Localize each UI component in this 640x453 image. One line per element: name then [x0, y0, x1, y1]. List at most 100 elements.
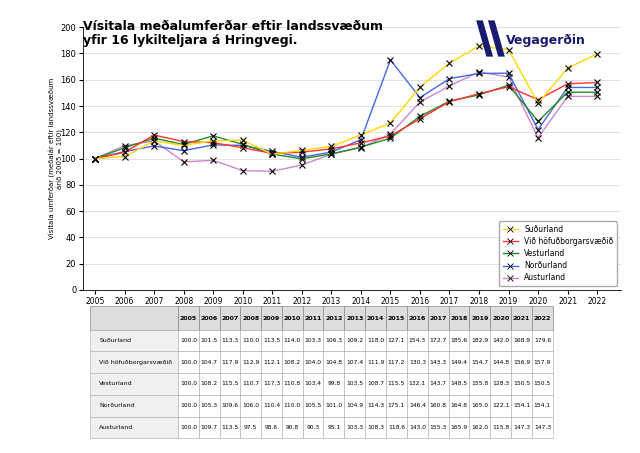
Austurland	[445, 83, 453, 89]
Vesturland	[593, 90, 601, 95]
Norðurland	[150, 143, 158, 149]
Við höfuðborgarsvæðið	[445, 99, 453, 104]
Norðurland	[475, 71, 483, 76]
Suðurland	[239, 137, 246, 143]
Norðurland	[593, 85, 601, 90]
Suðurland	[328, 144, 335, 149]
Suðurland	[209, 138, 217, 144]
Norðurland	[91, 156, 99, 161]
Text: Vísitala meðalumferðar eftir landssvæðum: Vísitala meðalumferðar eftir landssvæðum	[83, 20, 383, 34]
Suðurland	[445, 60, 453, 66]
Austurland	[91, 156, 99, 161]
Norðurland	[239, 143, 246, 148]
Norðurland	[505, 70, 513, 76]
Suðurland	[387, 120, 394, 125]
Vesturland	[357, 145, 365, 150]
Austurland	[298, 162, 306, 168]
Austurland	[534, 135, 542, 140]
Við höfuðborgarsvæðið	[239, 145, 246, 150]
Legend: Suðurland, Við höfuðborgarsvæðið, Vesturland, Norðurland, Austurland: Suðurland, Við höfuðborgarsvæðið, Vestur…	[499, 221, 617, 286]
Austurland	[150, 138, 158, 144]
Norðurland	[564, 85, 572, 90]
Austurland	[239, 168, 246, 173]
Norðurland	[357, 137, 365, 143]
Vesturland	[298, 156, 306, 162]
Y-axis label: Vísitala umferðar (meðalár eftir landssvæðum
áríð 2005 = 100): Vísitala umferðar (meðalár eftir landssv…	[49, 78, 64, 239]
Norðurland	[445, 76, 453, 82]
Vesturland	[121, 145, 129, 150]
Austurland	[416, 99, 424, 105]
Text: yfir 16 lykilteljara á Hringvegi.: yfir 16 lykilteljara á Hringvegi.	[83, 34, 298, 47]
Vesturland	[328, 151, 335, 157]
Suðurland	[357, 132, 365, 138]
Norðurland	[121, 149, 129, 154]
Vesturland	[475, 92, 483, 97]
Við höfuðborgarsvæðið	[564, 81, 572, 87]
Austurland	[475, 69, 483, 75]
Við höfuðborgarsvæðið	[328, 146, 335, 152]
Suðurland	[91, 156, 99, 161]
Austurland	[180, 159, 188, 164]
Austurland	[268, 169, 276, 174]
Vesturland	[180, 142, 188, 147]
Norðurland	[534, 127, 542, 132]
Vesturland	[239, 142, 246, 147]
Suðurland	[416, 85, 424, 90]
Suðurland	[150, 138, 158, 144]
Vesturland	[209, 133, 217, 139]
Vesturland	[91, 156, 99, 161]
Austurland	[387, 131, 394, 137]
Norðurland	[416, 95, 424, 100]
Við höfuðborgarsvæðið	[91, 156, 99, 161]
Suðurland	[564, 65, 572, 71]
Norðurland	[209, 142, 217, 148]
Austurland	[593, 94, 601, 99]
Suðurland	[534, 101, 542, 106]
Line: Við höfuðborgarsvæðið: Við höfuðborgarsvæðið	[92, 80, 600, 161]
Line: Austurland: Austurland	[92, 69, 600, 174]
Suðurland	[505, 47, 513, 53]
Við höfuðborgarsvæðið	[593, 80, 601, 85]
Við höfuðborgarsvæðið	[268, 150, 276, 156]
Austurland	[209, 158, 217, 163]
Við höfuðborgarsvæðið	[387, 133, 394, 139]
Austurland	[357, 145, 365, 150]
Line: Suðurland: Suðurland	[92, 43, 600, 161]
Vesturland	[387, 135, 394, 141]
Við höfuðborgarsvæðið	[150, 132, 158, 138]
Suðurland	[180, 143, 188, 148]
Norðurland	[268, 149, 276, 154]
Við höfuðborgarsvæðið	[534, 97, 542, 102]
Norðurland	[298, 154, 306, 160]
Austurland	[121, 143, 129, 149]
Vesturland	[416, 114, 424, 119]
Suðurland	[593, 51, 601, 57]
Norðurland	[387, 57, 394, 63]
Norðurland	[180, 148, 188, 154]
Austurland	[564, 94, 572, 99]
Við höfuðborgarsvæðið	[357, 140, 365, 145]
Line: Vesturland: Vesturland	[92, 82, 600, 162]
Suðurland	[268, 151, 276, 157]
Við höfuðborgarsvæðið	[416, 116, 424, 121]
Við höfuðborgarsvæðið	[475, 91, 483, 96]
Við höfuðborgarsvæðið	[209, 140, 217, 145]
Austurland	[328, 151, 335, 157]
Polygon shape	[476, 20, 493, 57]
Vesturland	[534, 119, 542, 124]
Line: Norðurland: Norðurland	[92, 57, 600, 161]
Suðurland	[475, 43, 483, 49]
Text: Vegagerðin: Vegagerðin	[506, 34, 586, 47]
Við höfuðborgarsvæðið	[180, 139, 188, 145]
Vesturland	[150, 135, 158, 141]
Vesturland	[564, 90, 572, 95]
Við höfuðborgarsvæðið	[505, 84, 513, 89]
Suðurland	[121, 154, 129, 159]
Suðurland	[298, 148, 306, 153]
Vesturland	[505, 82, 513, 88]
Við höfuðborgarsvæðið	[298, 149, 306, 155]
Vesturland	[445, 98, 453, 104]
Austurland	[505, 74, 513, 80]
Vesturland	[268, 151, 276, 157]
Norðurland	[328, 149, 335, 155]
